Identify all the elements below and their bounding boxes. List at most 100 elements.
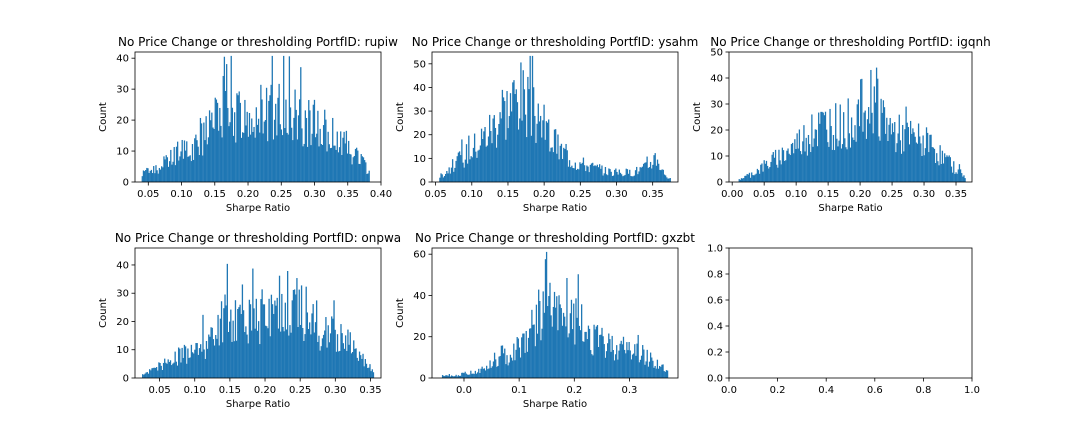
histogram-bar xyxy=(253,308,255,378)
histogram-bar xyxy=(957,169,959,182)
histogram-bar xyxy=(500,118,502,182)
histogram-bar xyxy=(743,178,745,182)
histogram-bar xyxy=(863,112,865,182)
histogram-bar xyxy=(332,318,334,378)
histogram-bar xyxy=(309,110,311,182)
histogram-bar xyxy=(923,155,925,182)
histogram-bar xyxy=(667,178,669,182)
axes-frame xyxy=(728,247,973,379)
histogram-bar xyxy=(614,169,616,182)
histogram-bar xyxy=(269,95,271,182)
x-tick-label: 0.10 xyxy=(461,189,483,200)
x-tick-label: 0.25 xyxy=(881,189,903,200)
histogram-bar xyxy=(302,328,304,378)
histogram-bar xyxy=(793,153,795,182)
histogram-bar xyxy=(317,110,319,182)
histogram-bar xyxy=(588,328,591,378)
histogram-bar xyxy=(302,146,304,182)
histogram-bar xyxy=(865,138,868,182)
histogram-bar xyxy=(631,354,634,378)
histogram-bar xyxy=(463,373,465,378)
histogram-bar xyxy=(167,359,169,378)
histogram-bar xyxy=(154,173,156,182)
histogram-bar xyxy=(643,349,645,378)
histogram-bar xyxy=(831,149,833,182)
histogram-bar xyxy=(314,137,317,182)
histogram-bar xyxy=(230,55,232,182)
histogram-bar xyxy=(270,294,273,378)
histogram-bar xyxy=(543,312,545,378)
histogram-bar xyxy=(570,299,573,378)
x-tick-label: 0.30 xyxy=(303,189,325,200)
histogram-bar xyxy=(823,115,826,182)
histogram-bar xyxy=(234,112,236,182)
histogram-bar xyxy=(517,338,519,378)
histogram-bar xyxy=(608,333,610,378)
histogram-bar xyxy=(530,328,532,378)
histogram-bar xyxy=(369,364,371,378)
histogram-bar xyxy=(196,343,198,378)
histogram-bar xyxy=(469,374,471,378)
histogram-bar xyxy=(835,103,837,182)
histogram-bar xyxy=(947,156,949,182)
histogram-bar xyxy=(215,335,217,378)
histogram-bar xyxy=(768,168,770,182)
histogram-bar xyxy=(756,168,759,182)
histogram-bar xyxy=(565,326,567,378)
subplot-6: 0.0 0.2 0.4 0.6 0.8 1.0 0.0 0.2 0.4 0.6 0.8 1.0 xyxy=(707,244,980,397)
histogram-bar xyxy=(869,123,871,182)
histogram-bar xyxy=(812,146,814,182)
axes-frame xyxy=(728,51,973,183)
histogram-bar xyxy=(745,175,747,182)
histogram-bar xyxy=(587,166,589,182)
histogram-bar xyxy=(807,134,810,182)
histogram-bar xyxy=(553,291,556,378)
histogram-bar xyxy=(779,160,781,182)
histogram-bar xyxy=(241,132,244,182)
histogram-bar xyxy=(529,55,531,182)
histogram-bar xyxy=(661,169,663,182)
histogram-bar xyxy=(246,111,248,182)
histogram-bar xyxy=(312,304,314,378)
y-axis-label: Count xyxy=(98,102,109,132)
histogram-bar xyxy=(363,160,366,182)
histogram-bar xyxy=(266,326,268,378)
histogram-bar xyxy=(233,341,235,378)
histogram-bar xyxy=(597,167,600,182)
histogram-bar xyxy=(365,162,367,182)
histogram-bar xyxy=(208,334,210,378)
histogram-bar xyxy=(498,123,500,182)
histogram-bar xyxy=(616,171,618,182)
histogram-bar xyxy=(669,178,671,182)
histogram-bar xyxy=(341,154,343,182)
histogram-bar xyxy=(186,141,188,182)
histogram-bar xyxy=(751,172,753,182)
histogram-bar xyxy=(548,119,550,182)
histogram-bar xyxy=(582,157,585,182)
histogram-bar xyxy=(531,309,533,378)
histogram-bar xyxy=(963,175,965,182)
y-tick-label: 0.0 xyxy=(707,374,723,385)
histogram-bar xyxy=(603,344,605,378)
histogram-bar xyxy=(310,334,312,378)
histogram-bar xyxy=(226,263,228,378)
histogram-bar xyxy=(820,111,822,182)
histogram-bar xyxy=(363,366,365,378)
histogram-bar xyxy=(367,173,369,182)
histogram-bar xyxy=(348,344,350,378)
histogram-bar xyxy=(457,152,460,182)
histogram-bar xyxy=(649,352,652,378)
histogram-bar xyxy=(321,338,324,378)
histogram-bar xyxy=(284,302,286,378)
histogram-bar xyxy=(337,152,340,182)
histogram-bar xyxy=(516,102,519,182)
histogram-bar xyxy=(216,338,218,378)
histogram-bar xyxy=(317,341,319,378)
histogram-bar xyxy=(645,162,647,182)
x-tick-label: 0.05 xyxy=(137,189,159,200)
histogram-bar xyxy=(830,126,832,182)
histogram-bar xyxy=(338,351,340,378)
histogram-bar xyxy=(489,360,491,378)
histogram-bar xyxy=(853,139,855,182)
histogram-bar xyxy=(176,365,179,378)
